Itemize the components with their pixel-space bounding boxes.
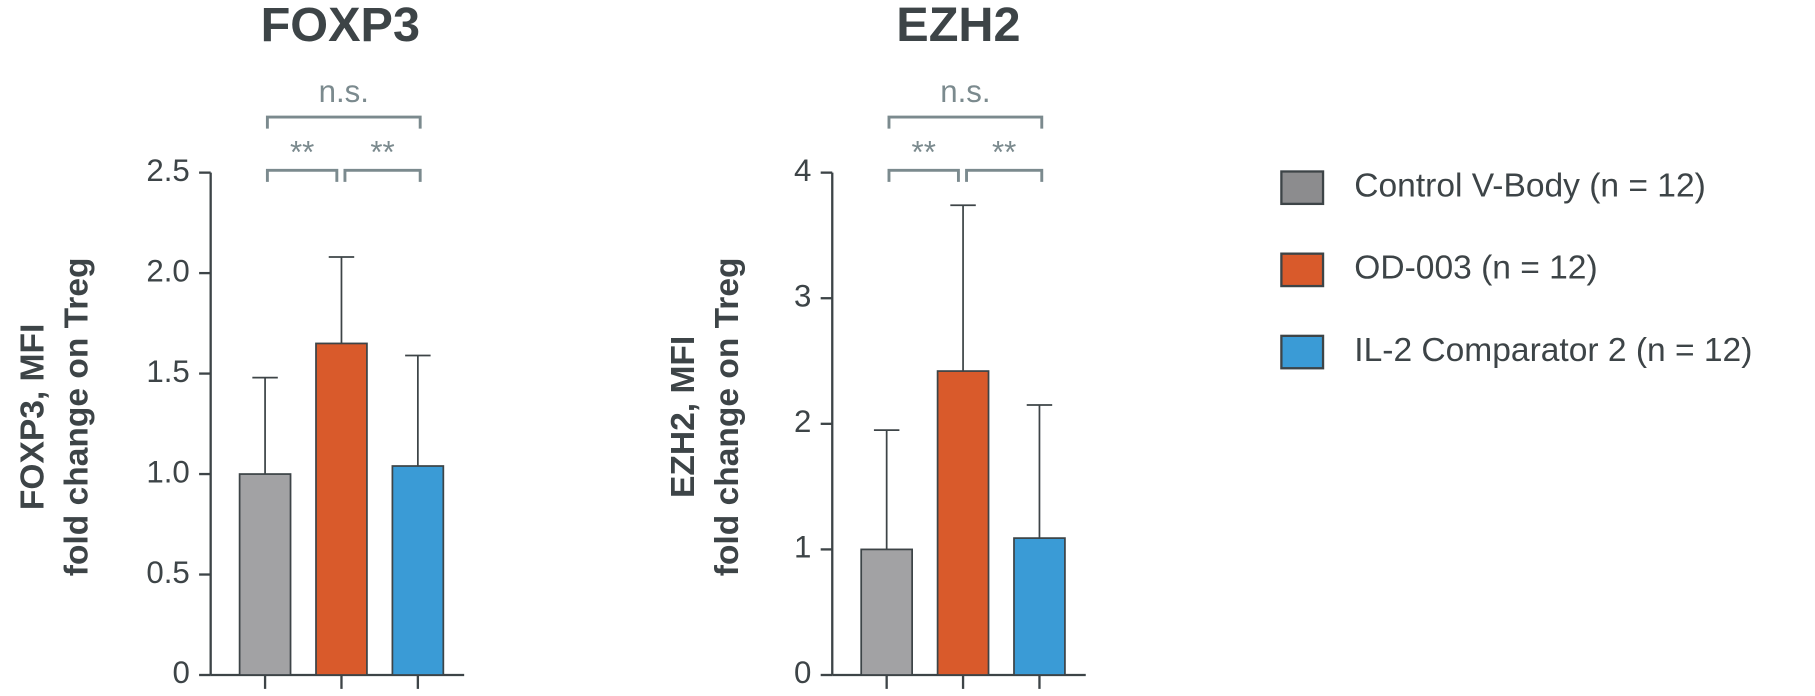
y-tick-label: 3 bbox=[794, 278, 811, 313]
significance-bracket bbox=[965, 168, 1044, 182]
significance-label: ** bbox=[370, 134, 394, 169]
y-tick-label: 0.5 bbox=[146, 555, 189, 590]
legend-swatch bbox=[1280, 334, 1325, 370]
significance-label: ** bbox=[912, 134, 936, 169]
chart-title: EZH2 bbox=[896, 0, 1020, 52]
significance-label: ** bbox=[290, 134, 314, 169]
legend-swatch bbox=[1280, 252, 1325, 288]
bar bbox=[238, 473, 292, 676]
significance-bracket bbox=[887, 168, 960, 182]
y-tick-label: 0 bbox=[794, 655, 811, 690]
y-axis-label: fold change on Treg bbox=[59, 258, 96, 577]
y-tick-label: 2 bbox=[794, 404, 811, 439]
significance-label: n.s. bbox=[319, 74, 369, 109]
legend-label: Control V-Body (n = 12) bbox=[1354, 168, 1706, 205]
y-tick-label: 2.0 bbox=[146, 253, 189, 288]
significance-bracket bbox=[887, 115, 1044, 129]
y-tick-label: 2.5 bbox=[146, 153, 189, 188]
y-tick-label: 4 bbox=[794, 153, 811, 188]
y-axis-label: EZH2, MFI bbox=[665, 336, 702, 498]
y-tick-label: 1.5 bbox=[146, 354, 189, 389]
y-axis-label: fold change on Treg bbox=[709, 258, 746, 577]
bar bbox=[936, 370, 990, 676]
significance-bracket bbox=[265, 115, 422, 129]
bar bbox=[391, 465, 445, 676]
y-tick-label: 1.0 bbox=[146, 454, 189, 489]
significance-label: ** bbox=[992, 134, 1016, 169]
chart-title: FOXP3 bbox=[261, 0, 420, 52]
significance-bracket bbox=[343, 168, 422, 182]
legend-swatch bbox=[1280, 170, 1325, 206]
y-tick-label: 1 bbox=[794, 530, 811, 565]
significance-bracket bbox=[265, 168, 339, 182]
legend-label: IL-2 Comparator 2 (n = 12) bbox=[1354, 332, 1752, 369]
y-tick-label: 0 bbox=[172, 655, 189, 690]
significance-label: n.s. bbox=[940, 74, 990, 109]
bar bbox=[315, 342, 368, 676]
y-axis-label: FOXP3, MFI bbox=[15, 324, 52, 510]
bar bbox=[860, 548, 913, 676]
bar bbox=[1013, 537, 1066, 676]
legend-label: OD-003 (n = 12) bbox=[1354, 250, 1597, 287]
